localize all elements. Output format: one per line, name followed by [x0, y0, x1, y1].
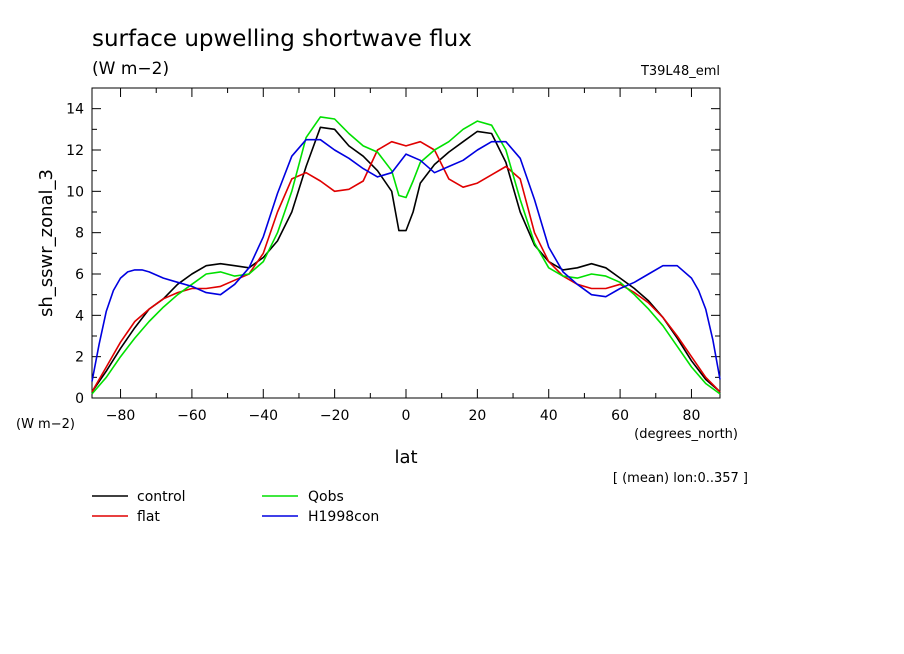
y-tick-label: 0 — [75, 391, 84, 407]
x-tick-label: −20 — [320, 408, 350, 424]
legend: control flat Qobs H1998con — [92, 489, 379, 525]
y-tick-label: 2 — [75, 350, 84, 366]
series-line-flat — [91, 140, 721, 393]
series-line-control — [91, 126, 721, 393]
chart-units: (W m−2) — [92, 59, 169, 79]
y-axis-label: sh_sswr_zonal_3 — [36, 169, 57, 317]
y-tick-label: 14 — [66, 102, 84, 118]
chart-title: surface upwelling shortwave flux — [92, 26, 472, 52]
series-line-qobs — [91, 116, 721, 395]
series-lines — [91, 116, 721, 395]
y-tick-label: 12 — [66, 143, 84, 159]
y-tick-label: 4 — [75, 308, 84, 324]
legend-label-qobs: Qobs — [308, 489, 344, 505]
y-tick-label: 10 — [66, 184, 84, 200]
run-id: T39L48_eml — [640, 64, 720, 79]
x-tick-label: 0 — [402, 408, 411, 424]
legend-label-control: control — [137, 489, 186, 505]
x-tick-label: 60 — [611, 408, 629, 424]
y-tick-label: 8 — [75, 226, 84, 242]
x-axis-label: lat — [394, 447, 417, 468]
x-tick-label: −80 — [106, 408, 136, 424]
x-tick-label: −60 — [177, 408, 207, 424]
y-axis-ticks: 0 2 4 6 8 10 12 14 — [66, 102, 720, 407]
x-tick-label: 40 — [540, 408, 558, 424]
x-axis-units: (degrees_north) — [634, 427, 738, 442]
y-axis-units: (W m−2) — [16, 417, 75, 432]
x-tick-label: 80 — [683, 408, 701, 424]
x-tick-label: 20 — [468, 408, 486, 424]
x-tick-label: −40 — [248, 408, 278, 424]
y-tick-label: 6 — [75, 267, 84, 283]
mean-lon-note: [ (mean) lon:0..357 ] — [613, 471, 748, 486]
plot-frame — [91, 87, 721, 399]
legend-label-flat: flat — [137, 509, 160, 525]
series-line-h1998con — [91, 138, 721, 382]
legend-label-h1998con: H1998con — [308, 509, 379, 525]
x-axis-ticks: −80 −60 −40 −20 0 20 40 60 80 — [106, 88, 701, 424]
